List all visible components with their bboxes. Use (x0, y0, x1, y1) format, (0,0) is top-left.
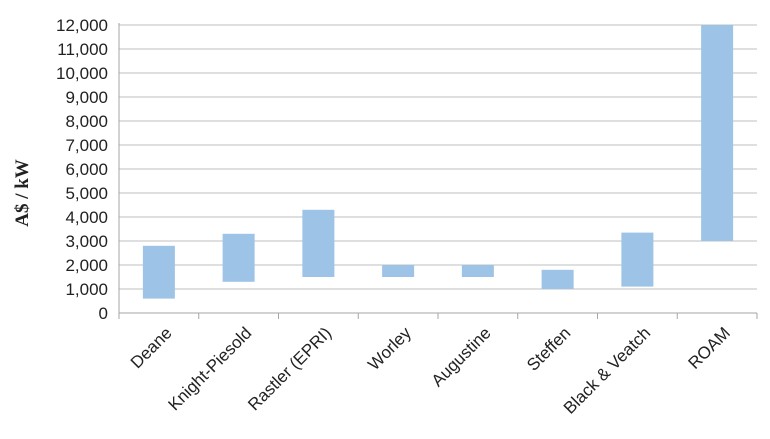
x-category-label: Steffen (523, 323, 574, 374)
axes (118, 23, 758, 319)
y-tick-label: 10,000 (56, 64, 108, 83)
x-category-label: Rastler (EPRI) (244, 323, 335, 414)
y-tick-label: 11,000 (57, 40, 108, 59)
x-category-label: ROAM (684, 323, 733, 372)
y-tick-label: 7,000 (65, 136, 108, 155)
x-category-label: Knight-Piesold (165, 323, 256, 414)
range-bar (541, 269, 574, 289)
y-tick-label: 4,000 (65, 208, 108, 227)
y-tick-label: 5,000 (65, 184, 108, 203)
range-bar (222, 233, 255, 282)
y-axis-tick-labels: 0 1,000 2,000 3,000 4,000 5,000 6,000 7,000 8,00… (56, 16, 108, 323)
range-bars (142, 25, 734, 299)
y-tick-label: 8,000 (65, 112, 108, 131)
y-tick-label: 0 (99, 304, 108, 323)
y-tick-label: 2,000 (65, 256, 108, 275)
x-category-label: Worley (364, 323, 415, 374)
x-category-label: Black & Veatch (560, 323, 654, 417)
y-tick-label: 1,000 (65, 280, 108, 299)
range-bar (621, 232, 654, 287)
range-bar (142, 245, 175, 299)
x-category-label: Augustine (428, 323, 495, 390)
range-bar (302, 209, 335, 277)
y-tick-label: 12,000 (56, 16, 108, 35)
range-bar (701, 25, 734, 241)
y-axis-title: A$ / kW (12, 159, 33, 227)
x-category-label: Deane (127, 323, 176, 372)
y-tick-label: 9,000 (65, 88, 108, 107)
range-bar (382, 265, 415, 277)
gridlines (119, 24, 757, 290)
y-tick-label: 3,000 (65, 232, 108, 251)
range-bar (461, 265, 494, 277)
y-tick-label: 6,000 (65, 160, 108, 179)
